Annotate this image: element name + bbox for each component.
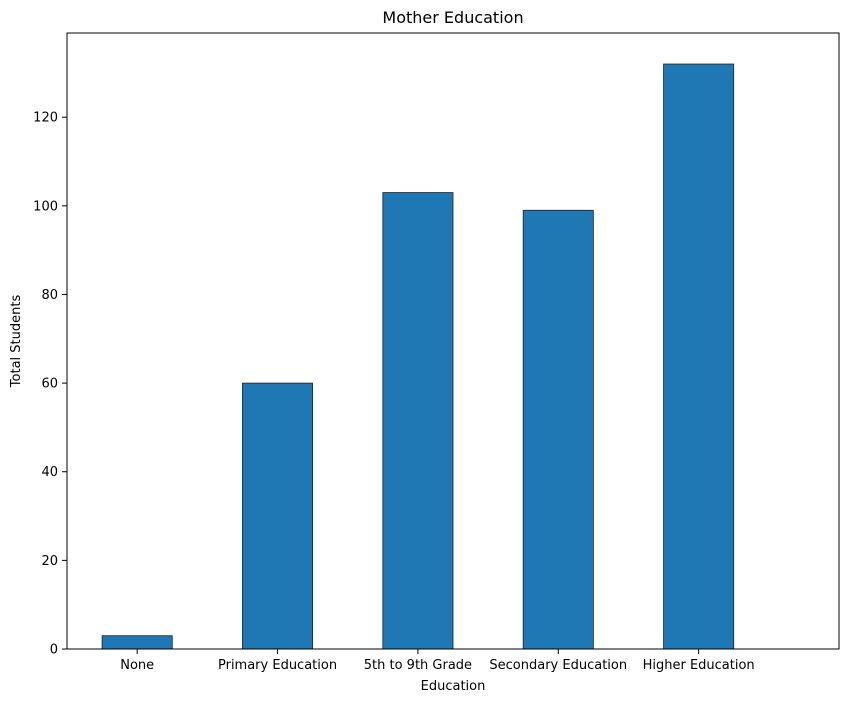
bars-group [101,63,735,650]
y-axis-label: Total Students [9,295,24,389]
bar-2 [382,192,454,650]
x-tick-label: Higher Education [643,658,755,673]
x-tick-label: None [120,658,154,673]
x-tick-label: Secondary Education [489,658,627,673]
y-tick-label: 40 [41,465,58,480]
bar-4 [663,63,735,650]
bar-1 [242,382,314,650]
x-tick-label: Primary Education [218,658,337,673]
y-tick-label: 120 [33,111,58,126]
x-axis-ticks: None Primary Education 5th to 9th Grade Sec… [120,649,755,673]
y-tick-label: 0 [50,643,58,658]
bar-3 [522,209,594,650]
y-tick-label: 60 [41,377,58,392]
chart-title: Mother Education [382,8,523,27]
y-tick-label: 20 [41,554,58,569]
bar-0 [101,635,173,650]
y-tick-label: 100 [33,199,58,214]
x-tick-label: 5th to 9th Grade [364,658,472,673]
x-axis-label: Education [421,679,486,694]
y-tick-label: 80 [41,288,58,303]
plot-frame [66,32,840,650]
y-axis-ticks: 0 20 40 60 80 100 120 [33,111,67,658]
